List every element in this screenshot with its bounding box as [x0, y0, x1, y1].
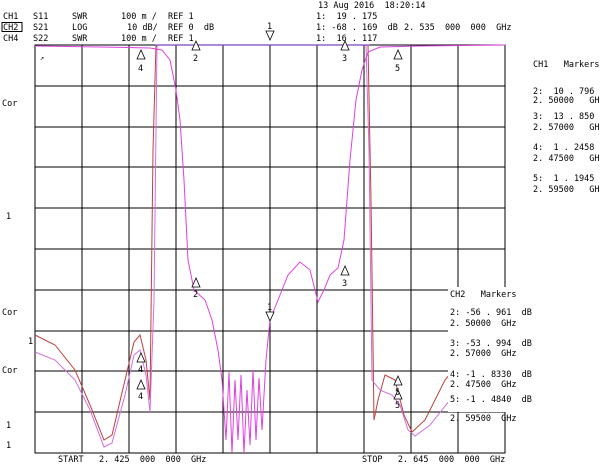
marker-label: 1 — [267, 22, 272, 32]
param: S21 — [33, 23, 48, 33]
marker-label: 3 — [342, 279, 347, 289]
marker-labels: 4 2 1 3 5 2 1 3 4 4 5 5 — [138, 22, 400, 411]
ref: REF 1 — [168, 12, 194, 22]
active-channel-box — [1, 22, 23, 32]
marker-triangle — [393, 49, 403, 60]
marker-triangle — [265, 311, 275, 322]
left-label: 1 — [28, 337, 33, 347]
marker-label: 4 — [138, 392, 143, 402]
left-label: 1 — [6, 212, 11, 222]
cursor-icon: ↗ — [40, 54, 44, 62]
date: 13 Aug 2016 18:20:14 — [318, 1, 425, 11]
marker-freq: 2. 50000 GHz — [533, 96, 600, 106]
left-label: 1 — [6, 421, 11, 431]
marker-label: 4 — [138, 365, 143, 375]
scale: 10 dB/ — [127, 23, 158, 33]
marker-label: 1 — [267, 303, 272, 313]
marker-freq: 2. 47500 GHz — [533, 154, 600, 164]
marker-triangle — [393, 389, 403, 400]
marker-triangle — [191, 40, 201, 51]
param: S22 — [33, 34, 48, 44]
marker-label: 2 — [193, 54, 198, 64]
marker-triangle — [340, 40, 350, 51]
s21-trace — [34, 44, 506, 454]
marker-freq: 2. 50000 GHz — [450, 319, 517, 329]
markers — [136, 30, 403, 400]
readout: 1: -68 . 169 dB — [316, 23, 398, 33]
traces — [34, 44, 506, 454]
marker-value: 2: 10 . 796 — [533, 87, 594, 97]
marker-triangle — [265, 30, 275, 41]
header: 13 Aug 2016 18:20:14 CH1 S11 SWR 100 m /… — [1, 1, 511, 44]
marker-label: 4 — [138, 64, 143, 74]
left-label: Cor — [2, 366, 17, 376]
marker-label: 5 — [395, 64, 400, 74]
ch2-markers-panel: CH2 Markers 2: -56 . 961 dB 2. 50000 GHz… — [448, 287, 532, 424]
param: S11 — [33, 12, 48, 22]
format: LOG — [72, 23, 87, 33]
marker-triangle — [136, 379, 146, 390]
marker-value: 3: -53 . 994 dB — [450, 339, 532, 349]
marker-label: 5 — [395, 388, 400, 398]
readout: 1: 16 . 117 — [316, 34, 377, 44]
stop-frequency: STOP 2. 645 000 000 GHz — [362, 455, 505, 464]
start-frequency: START 2. 425 000 000 GHz — [58, 455, 206, 464]
marker-freq: 2. 59500 GHz — [533, 185, 600, 195]
left-label: Cor — [2, 99, 17, 109]
marker-triangle — [136, 49, 146, 60]
format: SWR — [72, 12, 88, 22]
marker-value: 2: -56 . 961 dB — [450, 308, 532, 318]
ref: REF 1 — [168, 34, 194, 44]
grid-lines — [35, 45, 505, 453]
channel: CH2 — [3, 23, 18, 33]
ref: REF 0 dB — [168, 23, 214, 33]
marker-triangle — [191, 277, 201, 288]
marker-value: 5: 1 . 1945 — [533, 174, 594, 184]
marker-freq: 2. 57000 GHz — [450, 349, 517, 359]
marker-value: 4: -1 . 8330 dB — [450, 370, 532, 380]
ch1-markers-panel: CH1 Markers 2: 10 . 796 2. 50000 GHz 3: … — [533, 60, 600, 195]
panel-title: CH1 Markers — [533, 60, 600, 70]
format: SWR — [72, 34, 88, 44]
panel-background — [448, 287, 520, 412]
scale: 100 m / — [121, 34, 157, 44]
marker-value: 4: 1 . 2458 — [533, 143, 594, 153]
left-label: Cor — [2, 308, 17, 318]
frequency: 2. 535 000 000 GHz — [404, 23, 511, 33]
channel: CH4 — [3, 34, 18, 44]
marker-label: 2 — [193, 290, 198, 300]
marker-value: 5: -1 . 4840 dB — [450, 395, 532, 405]
marker-label: 3 — [342, 54, 347, 64]
readout: 1: 19 . 175 — [316, 12, 377, 22]
marker-value: 3: 13 . 850 — [533, 112, 594, 122]
marker-triangle — [393, 375, 403, 386]
marker-label: 5 — [395, 401, 400, 411]
scale: 100 m / — [121, 12, 157, 22]
marker-freq: 2. 57000 GHz — [533, 123, 600, 133]
panel-title: CH2 Markers — [450, 290, 517, 300]
marker-freq: 2. 59500 GHz — [450, 414, 517, 424]
marker-triangle — [136, 352, 146, 363]
left-label: 1 — [6, 441, 11, 451]
channel: CH1 — [3, 12, 18, 22]
left-labels: Cor 1 Cor 1 Cor 1 1 — [2, 99, 33, 451]
marker-freq: 2. 47500 GHz — [450, 380, 517, 390]
marker-triangle — [340, 265, 350, 276]
